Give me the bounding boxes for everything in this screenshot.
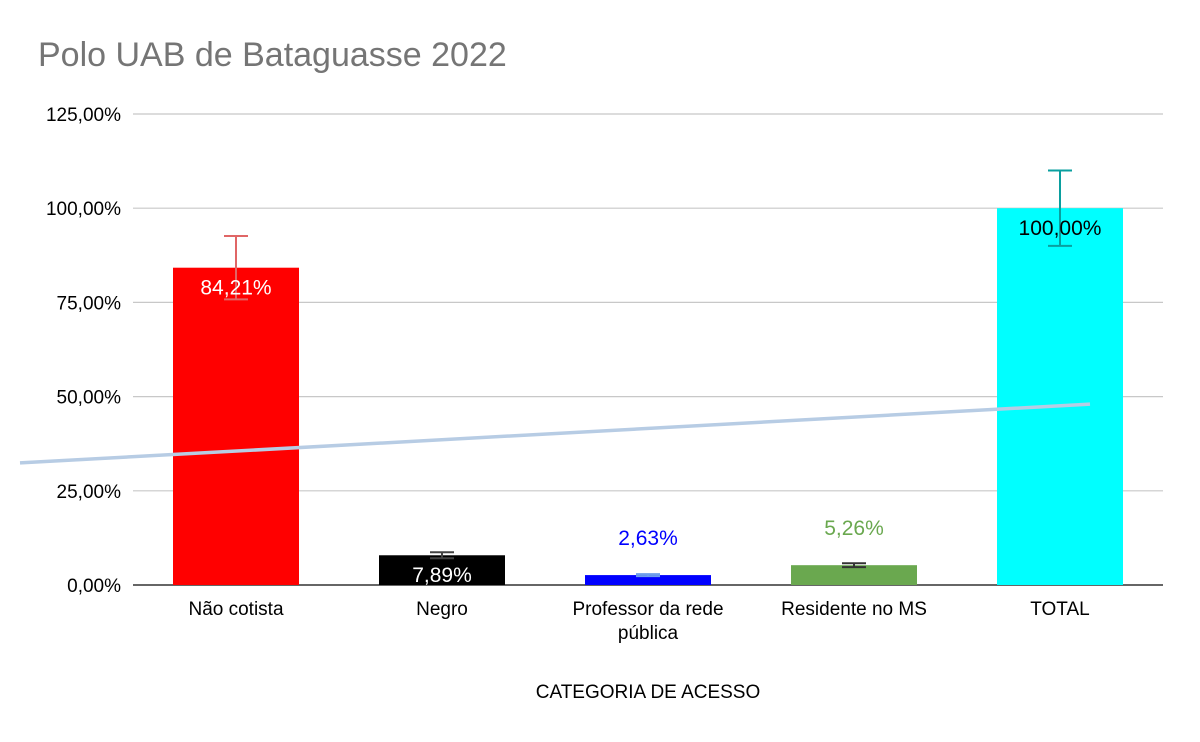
data-label: 84,21% <box>200 277 271 300</box>
bar <box>173 267 299 585</box>
bar <box>379 555 505 585</box>
chart-title: Polo UAB de Bataguasse 2022 <box>38 36 507 74</box>
y-tick-label: 75,00% <box>57 293 122 314</box>
x-tick-label: Residente no MS <box>781 599 927 620</box>
x-tick-label: pública <box>618 623 679 644</box>
y-tick-label: 125,00% <box>46 105 121 126</box>
bar <box>997 208 1123 585</box>
bar <box>791 565 917 585</box>
y-tick-label: 100,00% <box>46 199 121 220</box>
x-tick-label: TOTAL <box>1030 599 1089 620</box>
y-tick-label: 50,00% <box>57 388 122 409</box>
y-tick-label: 25,00% <box>57 482 122 503</box>
data-label: 100,00% <box>1019 217 1102 240</box>
bar <box>585 575 711 585</box>
trendline <box>19 402 1091 465</box>
data-label: 5,26% <box>824 517 884 540</box>
x-tick-label: Não cotista <box>188 599 283 620</box>
data-label: 7,89% <box>412 564 472 587</box>
x-tick-label: Professor da rede <box>572 599 723 620</box>
x-axis-title: CATEGORIA DE ACESSO <box>535 682 761 703</box>
y-tick-label: 0,00% <box>67 576 121 597</box>
data-label: 2,63% <box>618 527 678 550</box>
x-tick-label: Negro <box>416 599 468 620</box>
